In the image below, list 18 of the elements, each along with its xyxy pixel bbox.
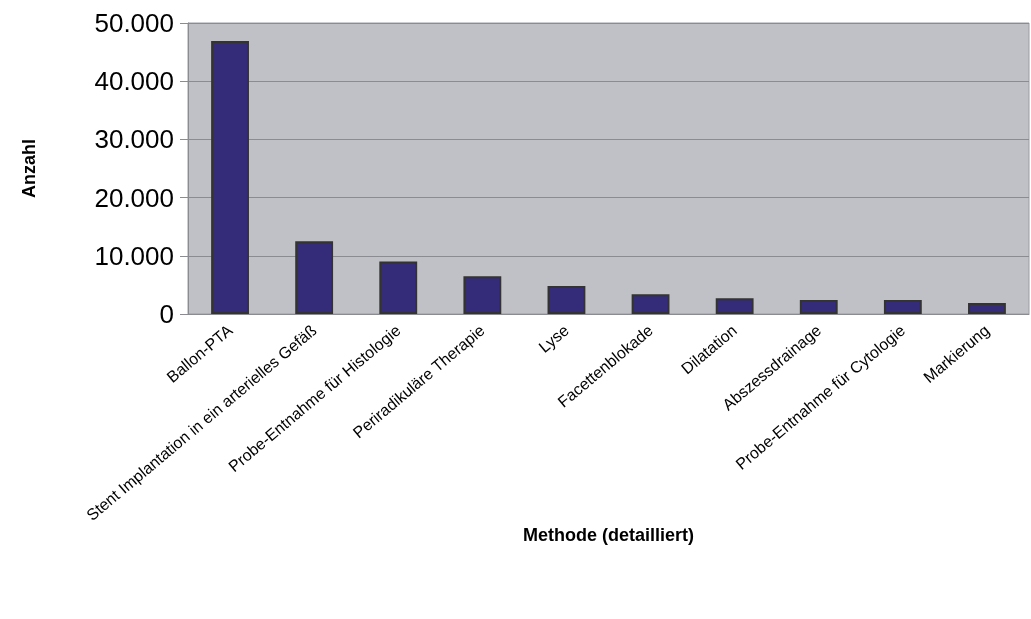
y-tick-label: 40.000 (94, 66, 174, 97)
y-tick-label: 20.000 (94, 182, 174, 213)
y-tick-label: 50.000 (94, 8, 174, 38)
bar (631, 294, 670, 314)
y-tick-label: 0 (159, 299, 174, 329)
bar (295, 241, 334, 314)
bar (968, 302, 1006, 314)
bar (463, 276, 502, 314)
bar (883, 300, 922, 314)
bar (547, 286, 586, 314)
bar (379, 261, 418, 314)
y-axis-title: Anzahl (19, 138, 39, 199)
y-tick-label: 30.000 (94, 124, 174, 155)
y-tick-label: 10.000 (94, 240, 174, 271)
bar (799, 300, 838, 314)
x-axis-title: Methode (detailliert) (522, 525, 695, 546)
bar (211, 41, 249, 314)
bar (715, 298, 754, 314)
